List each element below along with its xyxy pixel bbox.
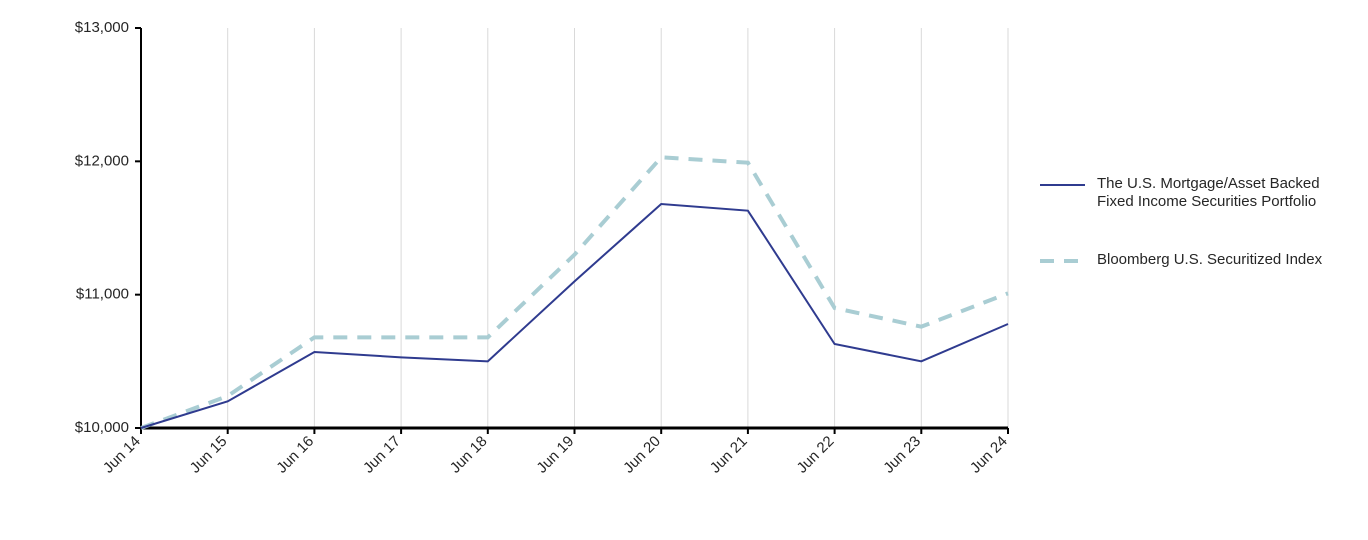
growth-chart: $10,000$11,000$12,000$13,000Jun 14Jun 15…	[0, 0, 1368, 540]
y-tick-label: $12,000	[75, 152, 129, 169]
chart-svg: $10,000$11,000$12,000$13,000Jun 14Jun 15…	[0, 0, 1368, 540]
y-tick-label: $11,000	[76, 286, 129, 303]
legend-label: The U.S. Mortgage/Asset BackedFixed Inco…	[1097, 175, 1320, 210]
legend-label: Bloomberg U.S. Securitized Index	[1097, 251, 1323, 268]
y-tick-label: $10,000	[75, 419, 129, 436]
y-tick-label: $13,000	[75, 19, 129, 36]
